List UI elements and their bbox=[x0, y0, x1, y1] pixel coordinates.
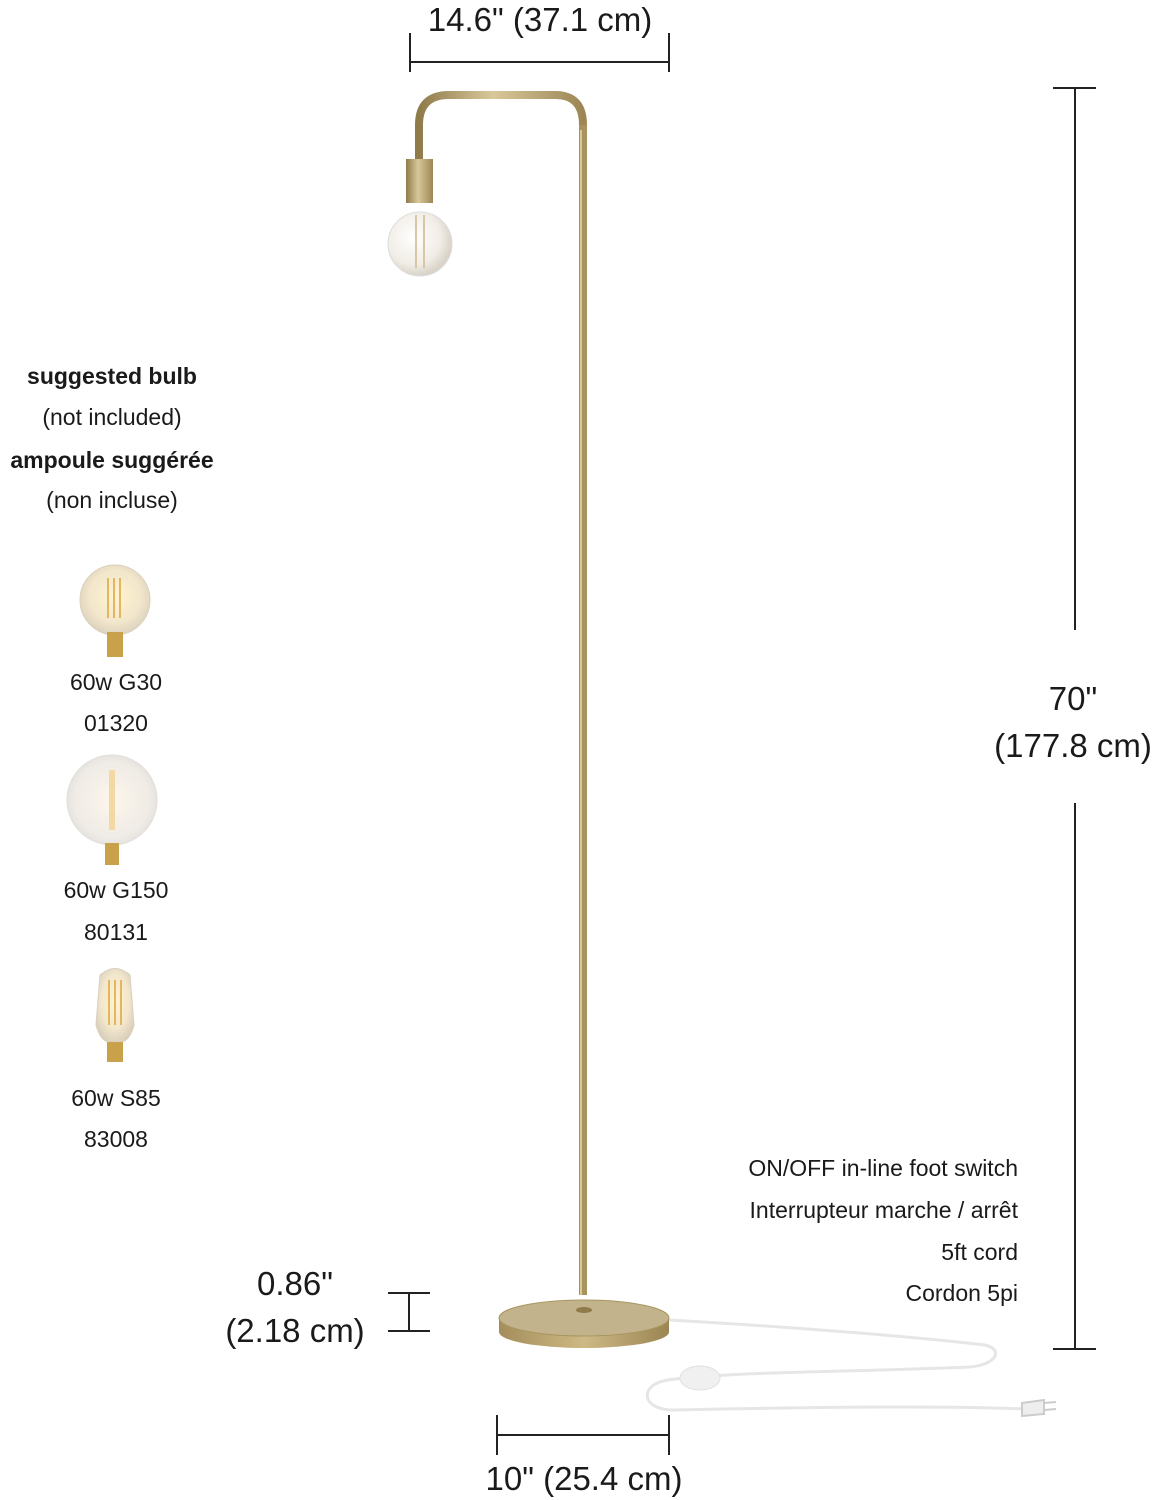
bulb-name: 60w G150 bbox=[63, 877, 169, 903]
width-label: 14.6" (37.1 cm) bbox=[427, 1, 653, 38]
power-cord bbox=[645, 1318, 1026, 1412]
plug-icon bbox=[1021, 1398, 1057, 1418]
bulb-note-en: (not included) bbox=[42, 404, 182, 430]
bulb-name: 60w G30 bbox=[69, 669, 163, 695]
bulb-s85-image bbox=[95, 968, 135, 1062]
height-inches-label: 70" bbox=[1048, 680, 1098, 717]
foot-switch bbox=[679, 1365, 721, 1391]
base-height-cm-label: (2.18 cm) bbox=[225, 1312, 365, 1349]
bulb-code: 01320 bbox=[84, 710, 148, 736]
bulb-heading-en: suggested bulb bbox=[27, 363, 197, 389]
height-dimension-line bbox=[1053, 87, 1096, 1350]
cord-label-fr: Cordon 5pi bbox=[905, 1280, 1018, 1306]
bulb-heading-fr: ampoule suggérée bbox=[10, 447, 214, 473]
base-height-dimension-line bbox=[388, 1292, 430, 1332]
bulb-g150-image bbox=[66, 754, 158, 865]
bulb-name: 60w S85 bbox=[71, 1085, 161, 1111]
base-diameter-label: 10" (25.4 cm) bbox=[485, 1460, 683, 1497]
bulb-note-fr: (non incluse) bbox=[46, 487, 178, 513]
lamp-bulb bbox=[387, 211, 453, 277]
switch-label-fr: Interrupteur marche / arrêt bbox=[749, 1197, 1018, 1223]
bulb-code: 83008 bbox=[84, 1126, 148, 1152]
width-dimension-line bbox=[409, 33, 670, 72]
floor-lamp bbox=[387, 91, 670, 1348]
cord-label-en: 5ft cord bbox=[941, 1239, 1018, 1265]
base-diameter-dimension-line bbox=[496, 1415, 670, 1455]
bulb-code: 80131 bbox=[84, 919, 148, 945]
bulb-g30-image bbox=[79, 564, 151, 657]
base-height-inches-label: 0.86" bbox=[257, 1265, 333, 1302]
switch-label-en: ON/OFF in-line foot switch bbox=[748, 1155, 1018, 1181]
height-cm-label: (177.8 cm) bbox=[994, 727, 1152, 764]
